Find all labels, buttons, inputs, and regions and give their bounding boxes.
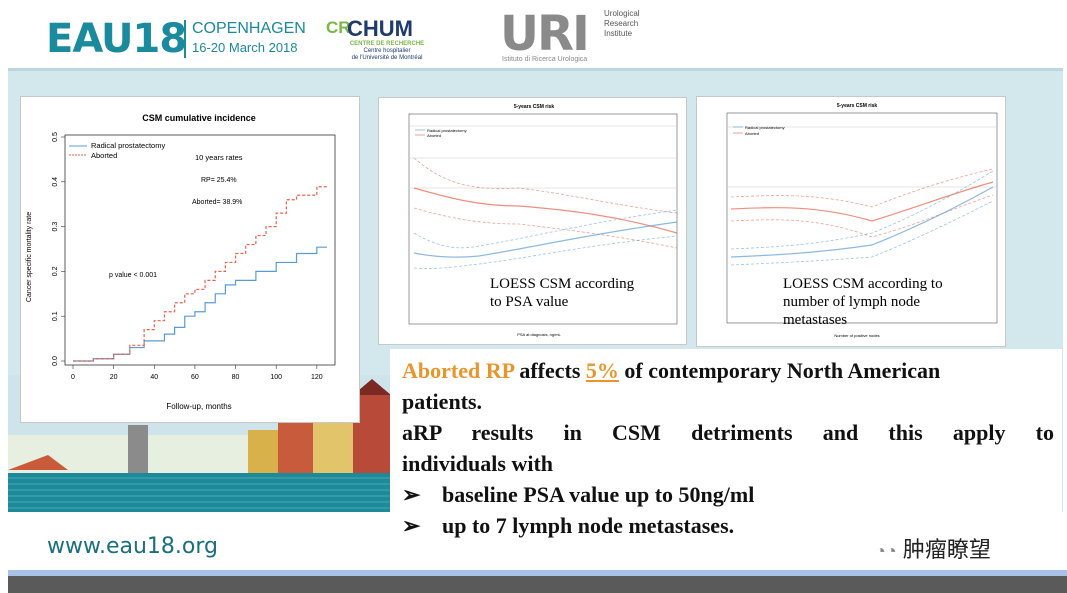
chart1-annotation-10yr: 10 years rates [195,153,243,162]
summary-line-2: patients. [402,389,483,414]
chart2-aborted-upper [413,157,678,214]
chart2-rp-lower [413,235,678,269]
chart1-xtick-label: 40 [150,374,158,381]
crchum-logo: CHUM [347,16,413,41]
crchum-sub-3: de l'Université de Montréal [351,55,423,61]
chart2-rp-upper [413,209,678,249]
chart1-annotation-rp: RP= 25.4% [201,177,237,184]
chart1-ytick-label: 0.0 [52,356,59,366]
chart3-rp-lower [730,200,994,266]
chart3-aborted-line [730,181,994,222]
csm-cumulative-incidence-chart: CSM cumulative incidence 0.0 0.1 0.2 0.3 0.4… [20,96,360,423]
eau18-logo: EAU18 [46,16,187,62]
line1-rest: of contemporary North American [618,358,941,383]
slide-header [0,0,1067,68]
wechat-name: 肿瘤瞭望 [902,537,991,562]
loess-psa-chart: 5-years CSM risk Radical prostatectomy A… [378,97,687,345]
footer-left-edge [0,570,8,593]
chart3-rp-upper [730,170,994,250]
line1-affects: affects [513,358,586,383]
chart1-svg: CSM cumulative incidence 0.0 0.1 0.2 0.3 0.4… [26,113,336,411]
chart1-ytick-label: 0.2 [52,266,59,276]
aborted-rp-highlight: Aborted RP [402,358,514,383]
chart1-aborted-curve [73,186,327,362]
chart3-rp-line [730,186,994,258]
chart1-ytick-label: 0.4 [52,177,59,187]
summary-textbox: Aborted RP affects 5% of contemporary No… [390,349,1062,540]
chart1-xlabel: Follow-up, months [166,402,231,411]
crchum-sub-1: CENTRE DE RECHERCHE [349,41,425,47]
chart1-title: CSM cumulative incidence [142,113,256,123]
chart1-ytick-label: 0.5 [52,132,59,142]
chart1-xtick-label: 80 [232,374,240,381]
chart2-xlabel: PSA at diagnosis, ng/mL [517,332,561,337]
chart2-title: 5-years CSM risk [514,104,555,110]
chart2-rp-line [413,221,678,258]
uri-side-1: Urological [604,9,640,18]
bullet-arrow-2: ➢ [402,513,421,538]
chart2-aborted-lower [413,207,678,249]
chart1-xtick-label: 0 [71,374,75,381]
chart1-xtick-label: 120 [311,374,323,381]
chart2-caption-1: LOESS CSM according [490,276,635,292]
chart2-frame [408,113,678,325]
chart2-caption-2: to PSA value [490,294,569,310]
uri-side-2: Research [604,19,639,28]
chart3-caption-1: LOESS CSM according to [783,276,943,292]
footer-blue-strip [8,570,1067,576]
bullet-2: up to 7 lymph node metastases. [442,513,735,538]
uri-logo: URI [500,6,590,62]
chart3-frame [726,112,998,324]
chart1-ytick-label: 0.3 [52,222,59,232]
chart1-ylabel: Cancer specific mortality rate [26,212,33,302]
chart3-caption: LOESS CSM according to number of lymph n… [783,275,943,329]
crchum-sub-2: Centre hospitalier [363,48,411,54]
chart1-annotation-aborted: Aborted= 38.9% [192,199,242,206]
logo-separator [184,20,186,58]
chart3-aborted-upper [730,168,994,208]
uri-side-3: Institute [604,29,633,38]
chart1-legend-aborted: Aborted [91,151,117,160]
chart2-legend-rp: Radical prostatectomy [427,128,467,133]
uri-side-text: Urological Research Institute [604,9,640,39]
wechat-watermark: ◔◔ 肿瘤瞭望 [875,532,991,564]
chart1-frame [64,134,336,366]
chart3-legend-aborted: Aborted [745,131,759,136]
chart1-ytick-label: 0.1 [52,311,59,321]
chart2-aborted-line [413,187,678,234]
chart2-legend-aborted: Aborted [427,133,441,138]
five-percent-highlight: 5% [585,358,619,383]
chart1-xtick-label: 60 [191,374,199,381]
loess-lymph-node-chart: 5-years CSM risk Radical prostatectomy A… [696,96,1006,347]
chart1-xtick-label: 100 [270,374,282,381]
crchum-cr: CR [326,18,351,37]
chart2-caption: LOESS CSM according to PSA value [490,275,634,311]
chart1-xtick-label: 20 [110,374,118,381]
summary-line-1: Aborted RP affects 5% of contemporary No… [402,355,1058,386]
website-link[interactable]: www.eau18.org [47,534,218,559]
band-top-rule [8,68,1063,71]
chart3-caption-2: number of lymph node [783,294,921,310]
chart1-legend-rp: Radical prostatectomy [91,141,165,150]
chart3-caption-3: metastases [783,312,848,328]
footer-dark-strip [8,576,1067,593]
eau-dates: 16-20 March 2018 [192,40,298,55]
chart1-rp-curve [73,246,327,362]
uri-subtitle: Istituto di Ricerca Urologica [502,56,588,63]
eau-city: COPENHAGEN [192,20,306,37]
wechat-icon: ◔◔ [875,541,897,561]
chart3-title: 5-years CSM risk [837,103,878,109]
bullet-arrow-1: ➢ [402,482,421,507]
summary-line-4: individuals with [402,451,554,476]
crchum-subtitle: CENTRE DE RECHERCHE Centre hospitalier d… [347,41,427,62]
chart3-legend-rp: Radical prostatectomy [745,125,785,130]
chart3-aborted-lower [730,194,994,238]
bullet-1: baseline PSA value up to 50ng/ml [442,482,755,507]
chart1-annotation-pvalue: p value < 0.001 [109,272,157,279]
chart3-xlabel: Number of positive nodes [834,333,879,338]
summary-line-3: aRP results in CSM detriments and this a… [402,420,1054,445]
